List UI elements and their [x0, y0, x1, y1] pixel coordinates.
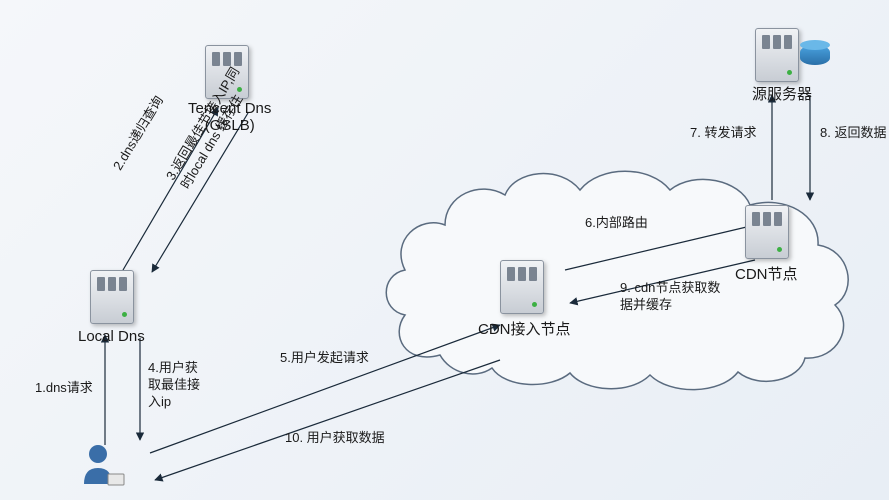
- origin-server-icon: [755, 28, 805, 88]
- diagram-stage: Tencent Dns (GSLB) Local Dns CDN接入节点 CDN…: [0, 0, 889, 500]
- cdn-node-server-icon: [745, 205, 795, 265]
- cdn-node-label: CDN节点: [735, 263, 798, 284]
- origin-label: 源服务器: [752, 83, 812, 104]
- edge-label-2: 2.dns递归查询: [110, 93, 168, 174]
- localdns-server-icon: [90, 270, 140, 330]
- user-icon: [78, 440, 128, 490]
- edge-label-6: 6.内部路由: [585, 215, 648, 232]
- edge-label-9: 9. cdn节点获取数 据并缓存: [620, 280, 720, 314]
- edge-label-5: 5.用户发起请求: [280, 350, 369, 367]
- edge-label-4: 4.用户获 取最佳接 入ip: [148, 360, 200, 411]
- cdn-access-server-icon: [500, 260, 550, 320]
- localdns-label: Local Dns: [78, 328, 145, 345]
- edge-label-10: 10. 用户获取数据: [285, 430, 385, 447]
- edge-label-7: 7. 转发请求: [690, 125, 756, 142]
- cdn-access-label: CDN接入节点: [478, 318, 571, 339]
- edge-label-8: 8. 返回数据: [820, 125, 886, 142]
- edge-10: [155, 360, 500, 480]
- origin-disk-icon: [800, 45, 830, 71]
- edge-label-1: 1.dns请求: [35, 380, 93, 397]
